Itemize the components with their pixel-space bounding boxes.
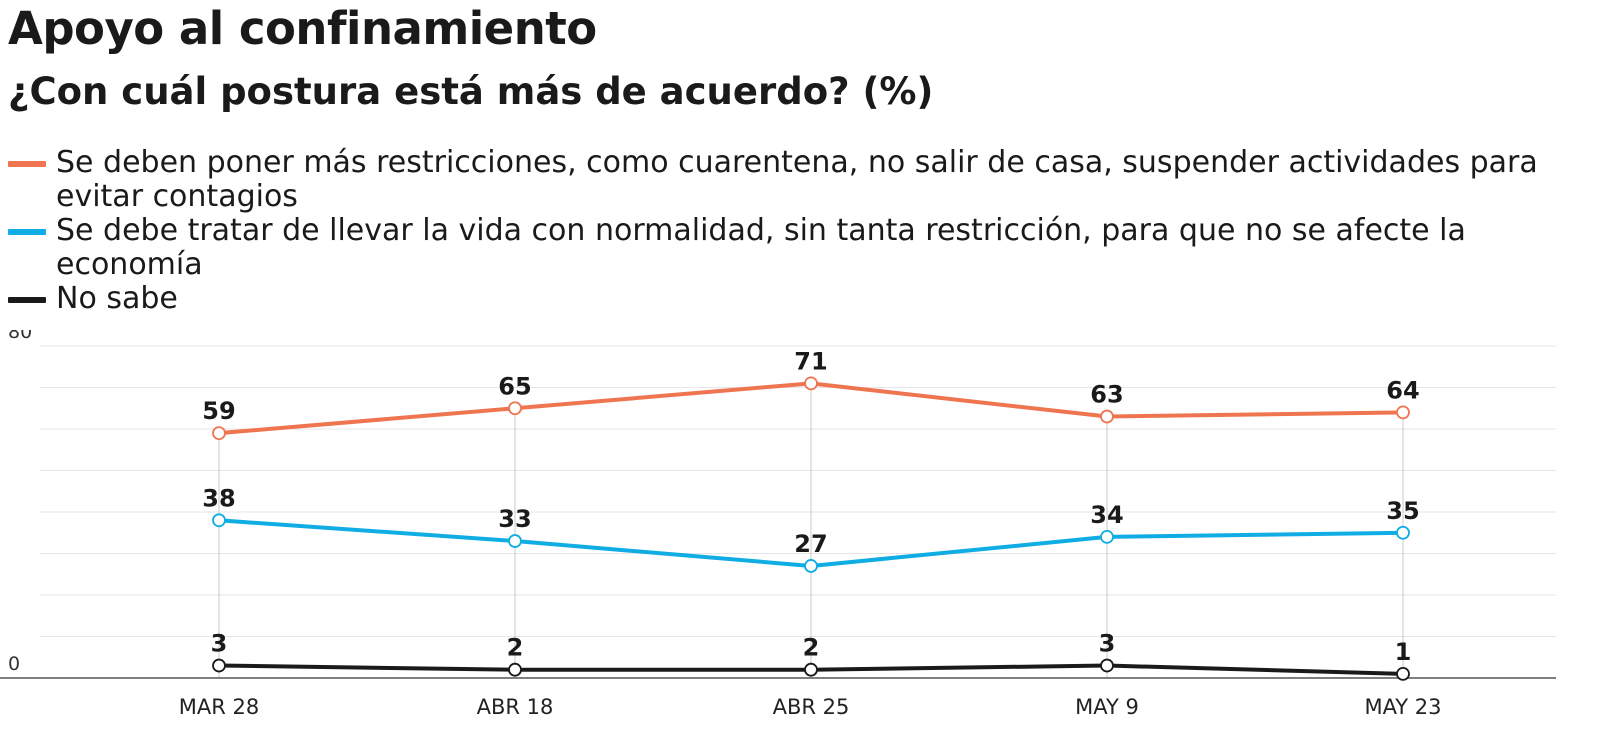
legend-item-restricciones: Se deben poner más restricciones, como c…	[8, 146, 1568, 214]
data-point-s1-3	[1100, 529, 1114, 544]
data-label-s0-3: 63	[1090, 381, 1123, 409]
data-label-s2-2: 2	[803, 634, 820, 662]
data-label-s2-4: 1	[1395, 638, 1412, 666]
data-point-s0-0	[212, 426, 226, 441]
data-point-s1-4	[1396, 525, 1410, 540]
data-point-s2-1	[508, 662, 522, 677]
x-tick-label-2: ABR 25	[773, 695, 850, 719]
legend-swatch-normalidad	[8, 229, 46, 235]
data-point-s0-2	[804, 376, 818, 391]
legend-label-normalidad: Se debe tratar de llevar la vida con nor…	[56, 213, 1466, 282]
legend-item-normalidad: Se debe tratar de llevar la vida con nor…	[8, 214, 1568, 282]
data-point-s2-4	[1396, 666, 1410, 681]
data-label-s1-4: 35	[1386, 497, 1419, 525]
chart-subtitle: ¿Con cuál postura está más de acuerdo? (…	[8, 70, 934, 113]
data-label-s0-2: 71	[794, 347, 827, 375]
data-point-s0-1	[508, 401, 522, 416]
x-tick-label-0: MAR 28	[179, 695, 259, 719]
data-label-s0-0: 59	[202, 397, 235, 425]
x-tick-label-4: MAY 23	[1364, 695, 1441, 719]
data-point-s0-4	[1396, 405, 1410, 420]
legend-item-no-sabe: No sabe	[8, 282, 1568, 316]
data-point-s0-3	[1100, 409, 1114, 424]
data-point-s2-3	[1100, 658, 1114, 673]
y-tick-label-0: 0	[8, 653, 20, 675]
legend-label-restricciones: Se deben poner más restricciones, como c…	[56, 145, 1538, 214]
legend-swatch-restricciones	[8, 161, 46, 167]
data-label-s2-0: 3	[211, 630, 228, 658]
legend-swatch-no-sabe	[8, 297, 46, 303]
data-label-s1-2: 27	[794, 530, 827, 558]
y-tick-label-1: 80	[8, 330, 32, 343]
data-label-s1-1: 33	[498, 505, 531, 533]
data-point-s2-0	[212, 658, 226, 673]
data-label-s2-3: 3	[1099, 630, 1116, 658]
data-point-s1-0	[212, 513, 226, 528]
legend-label-no-sabe: No sabe	[56, 281, 178, 316]
line-chart: 0 80 MAR 28 ABR 18 ABR 25 MAY 9 MAY 23 59 65 71 63…	[0, 330, 1556, 719]
chart-title: Apoyo al confinamiento	[8, 2, 597, 55]
data-label-s0-4: 64	[1386, 376, 1419, 404]
legend: Se deben poner más restricciones, como c…	[8, 146, 1568, 316]
data-point-s2-2	[804, 662, 818, 677]
data-label-s0-1: 65	[498, 372, 531, 400]
x-tick-label-3: MAY 9	[1075, 695, 1139, 719]
x-tick-label-1: ABR 18	[477, 695, 554, 719]
data-label-s1-0: 38	[202, 484, 235, 512]
data-point-s1-1	[508, 534, 522, 548]
data-point-s1-2	[804, 559, 818, 573]
data-label-s1-3: 34	[1090, 501, 1123, 529]
data-label-s2-1: 2	[507, 634, 524, 662]
